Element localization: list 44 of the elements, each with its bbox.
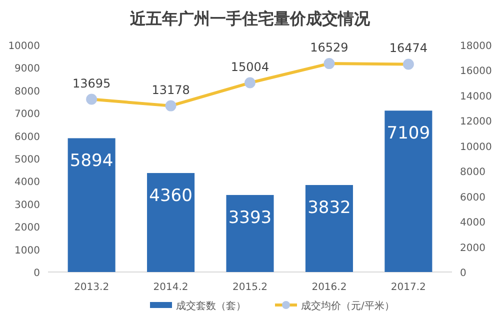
data-label: 7109 [386,124,430,144]
x-tick-label: 2016.2 [312,282,347,293]
y-tick-label: 8000 [14,86,40,98]
bar [226,194,274,272]
x-tick-label: 2017.2 [390,282,426,293]
y-tick-label: 10000 [8,41,40,52]
y2-tick-label: 4000 [460,218,486,229]
data-label: 4360 [149,186,192,206]
y2-tick-label: 14000 [460,91,492,102]
y-tick-label: 2000 [14,222,40,234]
y2-tick-label: 10000 [460,142,492,153]
x-tick-label: 2013.2 [74,282,110,293]
bar [147,173,195,272]
x-tick-label: 2014.2 [153,282,188,293]
data-label: 16529 [310,40,348,55]
y2-tick-label: 12000 [460,116,492,128]
bar [384,110,432,272]
y2-tick-label: 8000 [460,167,486,178]
y-tick-label: 6000 [14,132,40,143]
y-tick-label: 1000 [14,245,40,256]
y2-tick-label: 6000 [460,192,486,204]
legend-label: 成交均价（元/平米） [301,300,394,312]
x-tick-label: 2015.2 [232,282,268,293]
bar [68,138,116,272]
y2-tick-label: 2000 [460,242,486,254]
legend-label: 成交套数（套） [176,300,246,312]
y-tick-label: 3000 [14,200,40,211]
data-label: 15004 [230,60,270,74]
y-tick-label: 7000 [14,109,40,120]
data-label: 5894 [70,151,114,172]
y2-tick-label: 0 [460,268,466,279]
bar [305,185,353,272]
data-label: 16474 [389,41,428,56]
y2-tick-label: 16000 [460,66,492,78]
y-tick-label: 5000 [14,154,40,166]
y2-tick-label: 18000 [460,41,492,52]
data-label: 3393 [228,208,272,228]
data-label: 13695 [72,76,111,90]
y-tick-label: 9000 [14,64,40,75]
y-tick-label: 4000 [14,177,40,188]
y-tick-label: 0 [34,268,40,279]
data-label: 13178 [152,82,190,97]
chart-title: 近五年广州一手住宅量价成交情况 [129,9,371,28]
data-label: 3832 [308,198,351,218]
